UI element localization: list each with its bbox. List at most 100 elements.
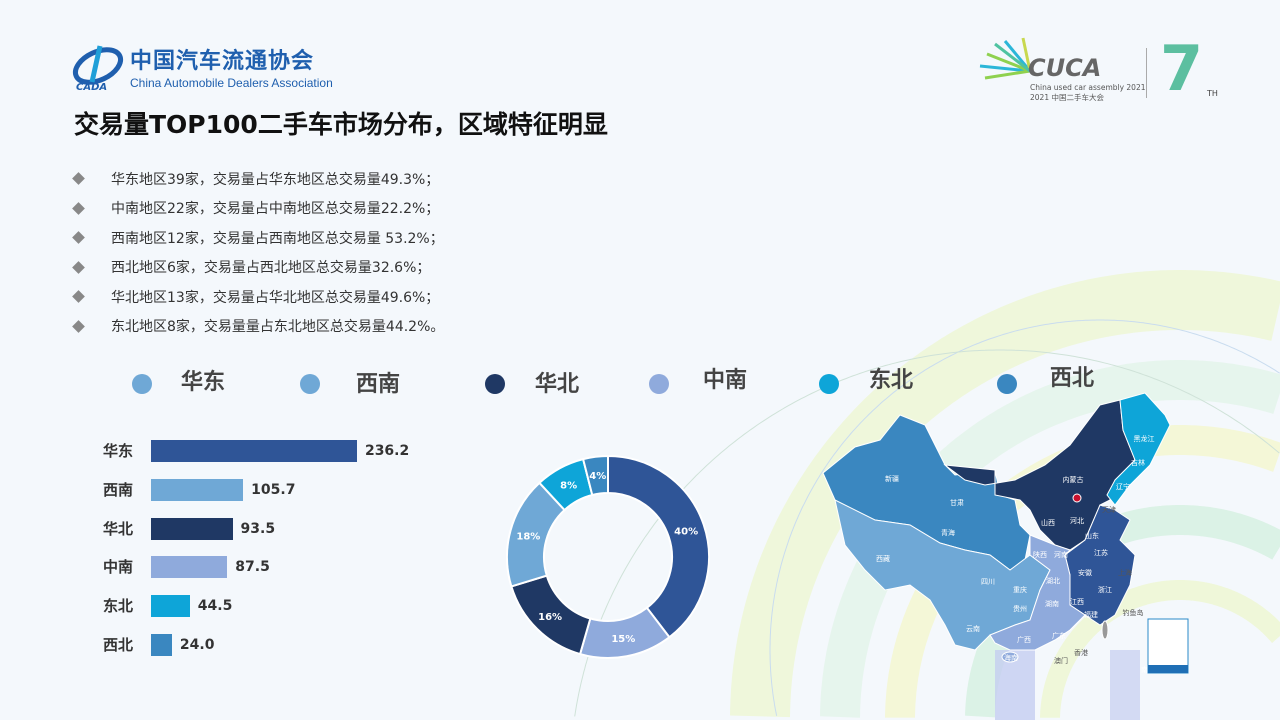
logo-divider: [1146, 48, 1147, 98]
legend-swatch: [997, 374, 1017, 394]
legend-swatch: [300, 374, 320, 394]
map-label: 云南: [966, 624, 980, 633]
bullet-item: 东北地区8家，交易量量占东北地区总交易量44.2%。: [72, 312, 444, 342]
bullet-item: 华东地区39家，交易量占华东地区总交易量49.3%；: [72, 164, 444, 194]
bar: [151, 634, 172, 656]
diamond-bullet-icon: [72, 260, 85, 274]
map-label: 内蒙古: [1063, 475, 1084, 484]
diamond-bullet-icon: [72, 201, 85, 215]
map-label: 四川: [981, 578, 995, 586]
bar: [151, 595, 190, 618]
cuca-logo-text: CUCA: [1028, 54, 1102, 82]
background-arc: [820, 360, 1280, 718]
donut-slice-label: 4%: [589, 471, 606, 482]
map-label: 安徽: [1078, 568, 1092, 577]
legend-label: 华北: [535, 372, 580, 397]
donut-slice-西北: [581, 454, 609, 497]
svg-text:CADA: CADA: [76, 82, 107, 92]
map-label: 吉林: [1131, 458, 1145, 467]
map-label: 海南: [1004, 653, 1018, 662]
diamond-bullet-icon: [72, 290, 85, 304]
donut-slice-label: 15%: [611, 634, 635, 645]
bar-category-label: 华北: [103, 519, 134, 538]
page-title: 交易量TOP100二手车市场分布，区域特征明显: [74, 110, 608, 139]
org-name-en: China Automobile Dealers Association: [130, 76, 333, 90]
background-arc: [1040, 580, 1280, 718]
legend-swatch: [132, 374, 152, 394]
bullet-text: 西南地区12家，交易量占西南地区总交易量 53.2%；: [111, 230, 444, 247]
bullet-text: 东北地区8家，交易量量占东北地区总交易量44.2%。: [111, 319, 445, 336]
map-label: 山西: [1041, 518, 1055, 527]
bar: [151, 478, 244, 501]
bullet-text: 华东地区39家，交易量占华东地区总交易量49.3%；: [111, 171, 440, 188]
map-label: 广东: [1052, 631, 1066, 640]
bullet-item: 西南地区12家，交易量占西南地区总交易量 53.2%；: [72, 223, 444, 253]
bar-category-label: 西南: [103, 480, 134, 499]
org-name-cn: 中国汽车流通协会: [130, 48, 315, 74]
event-line1: China used car assembly 2021: [1030, 83, 1146, 92]
edition-number: 7: [1160, 32, 1204, 105]
map-label: 广西: [1017, 635, 1031, 644]
map-label: 江西: [1070, 598, 1084, 606]
diamond-bullet-icon: [72, 172, 85, 186]
donut-slice-label: 16%: [538, 612, 562, 623]
legend-label: 中南: [703, 368, 748, 393]
background-arc: [730, 270, 1280, 718]
map-label: 钓鱼岛: [1123, 608, 1144, 617]
legend-swatch: [649, 374, 669, 394]
map-label: 福建: [1084, 610, 1098, 619]
bar-value-label: 87.5: [235, 559, 270, 576]
bar-value-label: 236.2: [364, 443, 410, 459]
map-label: 贵州: [1013, 604, 1027, 613]
donut-slice-label: 40%: [674, 527, 698, 538]
bar-value-label: 93.5: [240, 520, 276, 537]
map-label: 河北: [1070, 517, 1084, 525]
edition-suffix: TH: [1207, 89, 1218, 98]
bar: [151, 517, 233, 540]
bar-value-label: 24.0: [179, 637, 215, 653]
map-label: 江苏: [1094, 548, 1108, 557]
cada-logo: CADA: [72, 45, 124, 92]
donut-slice-华东: [607, 454, 710, 639]
map-label: 青海: [941, 528, 955, 537]
diamond-bullet-icon: [72, 319, 85, 333]
legend-swatch: [819, 374, 839, 394]
donut-slice-label: 8%: [560, 481, 577, 492]
bar-value-label: 44.5: [197, 598, 233, 615]
legend-label: 东北: [869, 368, 914, 393]
map-label: 香港: [1074, 648, 1088, 657]
legend-label: 西北: [1050, 366, 1095, 391]
bullet-text: 西北地区6家，交易量占西北地区总交易量32.6%；: [111, 260, 431, 277]
map-label: 浙江: [1098, 585, 1112, 594]
legend-label: 华东: [181, 370, 226, 395]
bullet-list: 华东地区39家，交易量占华东地区总交易量49.3%； 中南地区22家，交易量占中南…: [72, 164, 444, 341]
region-zhongnan: [989, 534, 1086, 651]
bar-category-label: 中南: [103, 558, 134, 577]
bullet-text: 中南地区22家，交易量占中南地区总交易量22.2%；: [111, 201, 440, 218]
donut-slice-label: 18%: [516, 531, 540, 542]
legend-label: 西南: [356, 372, 401, 397]
bullet-item: 华北地区13家，交易量占华北地区总交易量49.6%；: [72, 282, 444, 312]
map-label: 黑龙江: [1134, 434, 1155, 443]
map-label: 西藏: [876, 554, 890, 563]
map-label: 天津: [1102, 506, 1116, 514]
region-dongbei: [1106, 392, 1171, 506]
map-label: 山东: [1085, 531, 1099, 540]
map-label: 湖北: [1046, 576, 1060, 585]
map-label: 重庆: [1013, 585, 1027, 594]
bar-value-label: 105.7: [251, 481, 296, 498]
map-label: 陕西: [1033, 550, 1047, 559]
map-label: 辽宁: [1116, 482, 1130, 491]
bullet-text: 华北地区13家，交易量占华北地区总交易量49.6%；: [111, 289, 440, 306]
bar-category-label: 西北: [103, 636, 134, 654]
background-arc: [769, 319, 1280, 716]
bar-category-label: 东北: [103, 597, 134, 616]
bullet-item: 西北地区6家，交易量占西北地区总交易量32.6%；: [72, 253, 444, 283]
event-line2: 2021 中国二手车大会: [1030, 93, 1104, 102]
legend-swatch: [485, 374, 505, 394]
map-label: 澳门: [1054, 656, 1068, 665]
diamond-bullet-icon: [72, 231, 85, 245]
south-china-sea-inset: [1147, 618, 1189, 674]
